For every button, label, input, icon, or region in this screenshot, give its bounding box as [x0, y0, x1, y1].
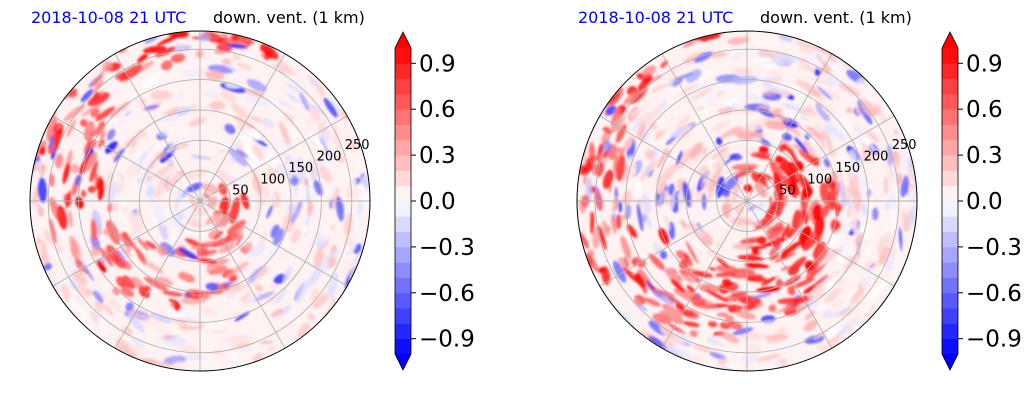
- colorbar-segment: [395, 78, 411, 95]
- colorbar-segment: [395, 139, 411, 156]
- colorbar-segment: [395, 155, 411, 171]
- datetime-label: 2018-10-08 21 UTC: [31, 8, 187, 27]
- colorbar-segment: [942, 48, 958, 64]
- colorbar-segment: [942, 124, 958, 141]
- colorbar-segment: [395, 338, 411, 355]
- grid-spoke: [746, 200, 895, 287]
- colorbar-segment: [942, 308, 958, 324]
- colorbar-tick-label: 0.9: [966, 51, 1003, 77]
- grid-spoke: [199, 200, 348, 287]
- colorbar-tick-label: −0.9: [419, 327, 475, 353]
- colorbar: 0.9 0.6 0.3 0.0 −0.3 −0.6 −0.9: [941, 31, 1022, 371]
- colorbar-tick-label: 0.6: [966, 97, 1003, 123]
- colorbar-segment: [395, 262, 411, 278]
- colorbar-tick-label: −0.6: [966, 281, 1022, 307]
- colorbar-tick-label: −0.6: [419, 281, 475, 307]
- colorbar-segment: [942, 338, 958, 355]
- colorbar-tick-label: −0.3: [966, 235, 1022, 261]
- grid-spoke: [661, 200, 748, 349]
- colorbar-segment: [942, 323, 958, 340]
- colorbar-segment: [395, 201, 411, 217]
- grid-spoke: [746, 53, 833, 202]
- colorbar-segment: [395, 63, 411, 79]
- colorbar-segment: [395, 323, 411, 340]
- colorbar-extend-min: [942, 354, 958, 370]
- colorbar-segment: [942, 216, 958, 232]
- datetime-label: 2018-10-08 21 UTC: [578, 8, 734, 27]
- radial-tick-label: 100: [260, 172, 285, 187]
- grid-spoke: [114, 200, 201, 349]
- polar-frame: [576, 30, 918, 372]
- colorbar-tick-label: −0.3: [419, 235, 475, 261]
- polar-frame: [29, 30, 371, 372]
- colorbar-segment: [395, 185, 411, 202]
- grid-spoke: [114, 53, 201, 202]
- grid-spoke: [599, 200, 748, 287]
- colorbar-segment: [395, 308, 411, 324]
- colorbar-extend-max: [395, 32, 411, 48]
- grid-spoke: [199, 53, 286, 202]
- colorbar-segment: [942, 231, 958, 248]
- colorbar-outline: [941, 31, 959, 371]
- colorbar-segment: [942, 185, 958, 202]
- grid-spoke: [599, 115, 748, 202]
- grid-spoke: [746, 200, 833, 349]
- grid-spoke: [52, 115, 201, 202]
- colorbar-tick-label: −0.9: [966, 327, 1022, 353]
- colorbar-segment: [395, 277, 411, 294]
- grid-spoke: [199, 115, 348, 202]
- colorbar-tick-label: 0.3: [966, 143, 1003, 169]
- colorbar-extend-max: [942, 32, 958, 48]
- grid-spoke: [52, 200, 201, 287]
- colorbar-segment: [942, 109, 958, 125]
- radial-tick-label: 200: [317, 150, 342, 165]
- colorbar-segment: [395, 48, 411, 64]
- colorbar-segment: [395, 216, 411, 232]
- colorbar-tick-label: 0.3: [419, 143, 456, 169]
- colorbar-segment: [395, 292, 411, 309]
- colorbar-segments: [395, 48, 411, 355]
- colorbar-segments: [942, 48, 958, 355]
- radial-tick-label: 200: [864, 150, 889, 165]
- radial-tick-label: 250: [892, 138, 917, 153]
- colorbar-segment: [942, 277, 958, 294]
- colorbar-segment: [942, 201, 958, 217]
- colorbar-segment: [942, 292, 958, 309]
- colorbar-outline: [394, 31, 412, 371]
- colorbar-tick-label: 0.9: [419, 51, 456, 77]
- radial-tick-label: 150: [288, 161, 313, 176]
- colorbar-segment: [395, 246, 411, 263]
- colorbar-segment: [942, 262, 958, 278]
- colorbar-segment: [942, 78, 958, 95]
- colorbar-segment: [395, 109, 411, 125]
- colorbar-extend-min: [395, 354, 411, 370]
- colorbar-tick-label: 0.0: [419, 189, 456, 215]
- colorbar-segment: [942, 170, 958, 187]
- radial-tick-label: 150: [835, 161, 860, 176]
- heatmap-field: [578, 32, 917, 371]
- colorbar-tick-label: 0.6: [419, 97, 456, 123]
- grid-spoke: [661, 53, 748, 202]
- colorbar-segment: [395, 124, 411, 141]
- colorbar-segment: [942, 139, 958, 156]
- colorbar: 0.9 0.6 0.3 0.0 −0.3 −0.6 −0.9: [394, 31, 475, 371]
- radial-tick-label: 50: [232, 184, 249, 199]
- colorbar-tick-label: 0.0: [966, 189, 1003, 215]
- colorbar-segment: [942, 246, 958, 263]
- colorbar-segment: [395, 231, 411, 248]
- variable-title: down. vent. (1 km): [213, 8, 365, 27]
- variable-title: down. vent. (1 km): [760, 8, 912, 27]
- colorbar-segment: [942, 93, 958, 110]
- radial-tick-label: 50: [779, 184, 796, 199]
- colorbar-segment: [395, 170, 411, 187]
- radial-tick-label: 250: [345, 138, 370, 153]
- colorbar-segment: [942, 63, 958, 79]
- colorbar-segment: [395, 93, 411, 110]
- grid-spoke: [746, 115, 895, 202]
- grid-spoke: [199, 200, 286, 349]
- radial-tick-label: 100: [807, 172, 832, 187]
- colorbar-segment: [942, 155, 958, 171]
